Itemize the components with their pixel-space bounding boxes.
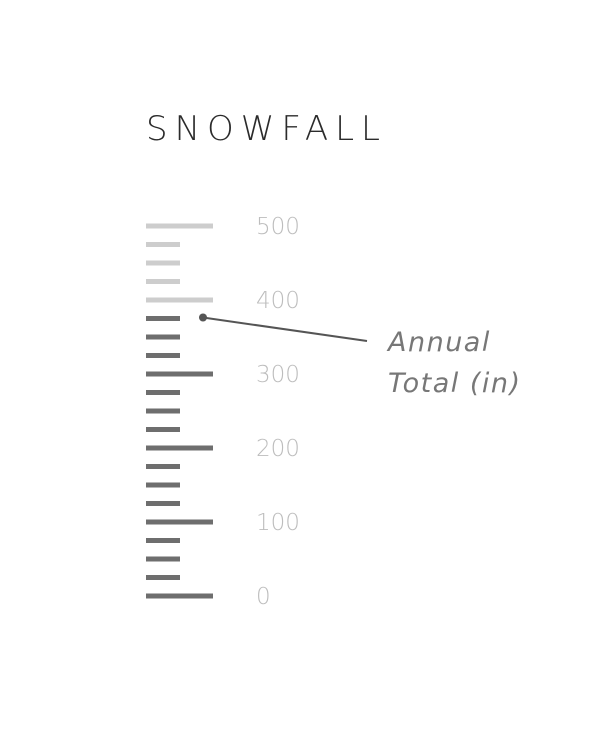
annotation-marker-dot xyxy=(199,313,207,322)
annotation-leader-line xyxy=(202,316,368,342)
tick-label-200: 200 xyxy=(256,436,300,462)
tick-label-400: 400 xyxy=(256,288,300,314)
chart-title: SNOWFALL xyxy=(146,109,387,149)
tick-label-500: 500 xyxy=(256,214,300,240)
gauge-ticks xyxy=(146,223,213,599)
tick-label-0: 0 xyxy=(256,584,271,610)
tick-label-300: 300 xyxy=(256,362,300,388)
annotation-label-line-1: Annual xyxy=(386,327,491,358)
tick-label-100: 100 xyxy=(256,510,300,536)
gauge-tick-labels: 0 100 200 300 400 500 xyxy=(256,214,300,610)
annotation-label-line-2: Total (in) xyxy=(388,368,522,399)
annotation: Annual Total (in) xyxy=(199,313,522,399)
